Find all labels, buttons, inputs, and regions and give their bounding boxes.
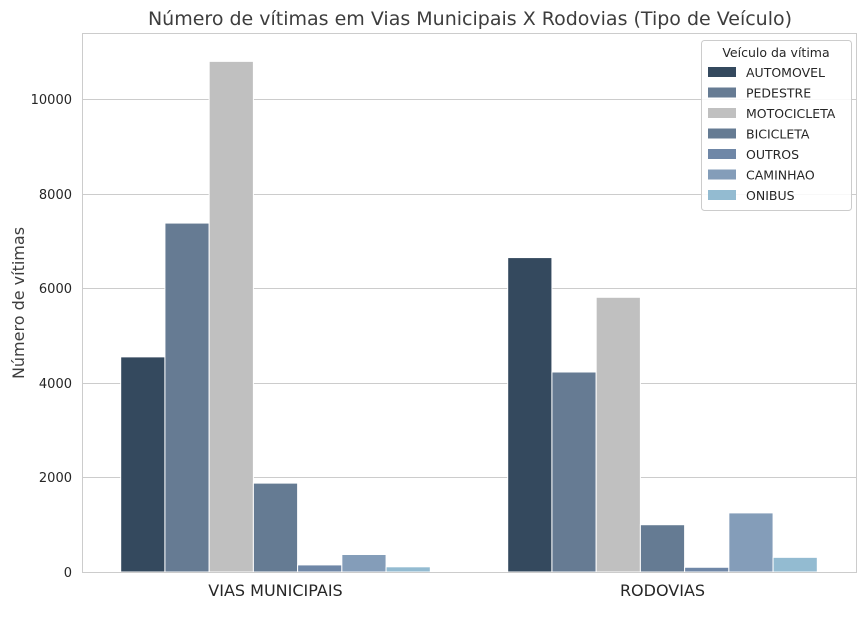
x-tick-label: VIAS MUNICIPAIS [208, 581, 342, 600]
bar-caminhao-1 [728, 512, 774, 573]
bar-caminhao-0 [341, 554, 387, 573]
bar-onibus-0 [385, 566, 431, 573]
legend-swatch-outros [708, 149, 736, 159]
legend-label-outros: OUTROS [746, 147, 799, 162]
bar-pedestre-0 [164, 222, 210, 573]
legend-swatch-onibus [708, 190, 736, 200]
legend-swatch-bicicleta [708, 128, 736, 139]
legend-box [701, 40, 852, 211]
legend-swatch-automovel [708, 67, 736, 77]
x-tick-labels: VIAS MUNICIPAIS RODOVIAS [208, 581, 705, 600]
legend-label-automovel: AUTOMOVEL [746, 65, 825, 80]
bar-outros-0 [297, 564, 343, 573]
y-tick-label: 2000 [39, 471, 72, 486]
legend-label-pedestre: PEDESTRE [746, 86, 811, 101]
bar-onibus-1 [772, 556, 818, 573]
legend-label-caminhao: CAMINHAO [746, 168, 815, 183]
legend: Veículo da vítima AUTOMOVEL PEDESTRE MOTOC… [701, 40, 852, 211]
legend-swatch-motocicleta [708, 108, 736, 118]
x-tick-label: RODOVIAS [620, 581, 705, 600]
y-axis-label: Número de vítimas [9, 227, 28, 379]
bar-motocicleta-0 [208, 60, 254, 573]
bar-outros-1 [684, 566, 730, 573]
bar-bicicleta-0 [252, 482, 299, 573]
y-tick-label: 0 [64, 566, 72, 581]
bar-bicicleta-1 [639, 524, 686, 573]
legend-label-onibus: ONIBUS [746, 188, 795, 203]
bar-motocicleta-1 [595, 296, 641, 573]
bar-pedestre-1 [551, 371, 597, 573]
y-tick-label: 10000 [31, 93, 72, 108]
chart-title: Número de vítimas em Vias Municipais X R… [148, 8, 792, 30]
legend-label-bicicleta: BICICLETA [746, 127, 810, 142]
legend-items: AUTOMOVEL PEDESTRE MOTOCICLETA BICICLETA OUT… [708, 65, 836, 203]
legend-label-motocicleta: MOTOCICLETA [746, 106, 836, 121]
plot-frame [82, 33, 857, 573]
legend-title: Veículo da vítima [722, 45, 829, 60]
y-tick-label: 6000 [39, 282, 72, 297]
legend-swatch-caminhao [708, 169, 736, 180]
y-tick-label: 8000 [39, 188, 72, 203]
legend-swatch-pedestre [708, 87, 736, 98]
y-tick-labels: 0 2000 4000 6000 8000 10000 [31, 93, 72, 581]
bar-automovel-1 [507, 257, 553, 573]
bar-automovel-0 [120, 356, 166, 573]
y-tick-label: 4000 [39, 377, 72, 392]
bars [120, 60, 818, 573]
